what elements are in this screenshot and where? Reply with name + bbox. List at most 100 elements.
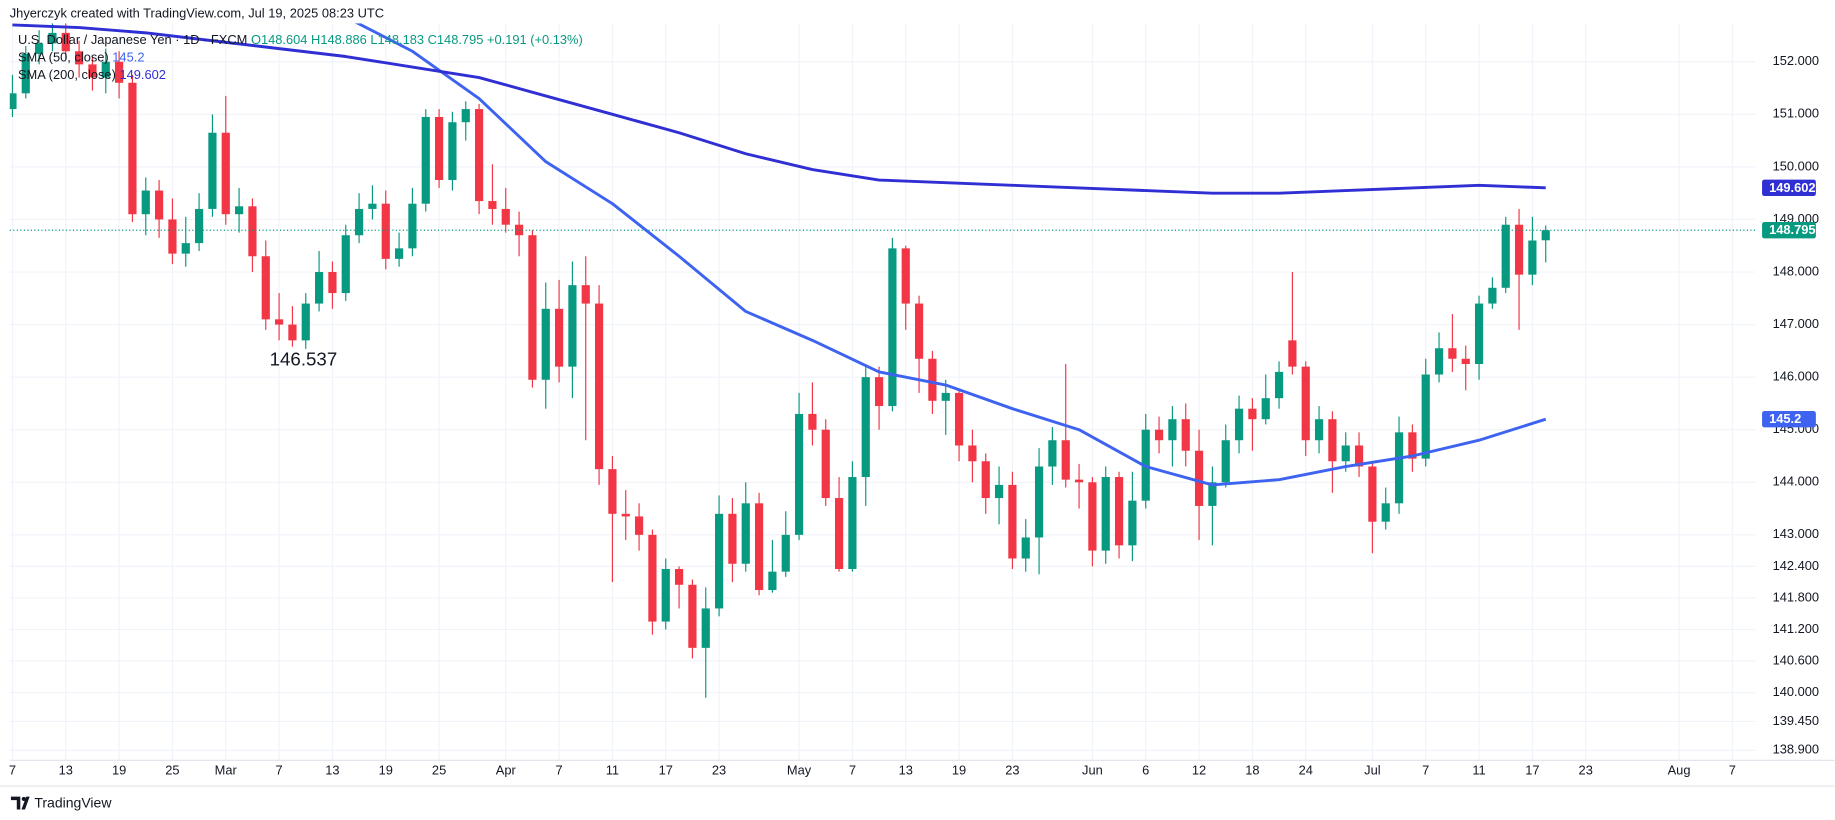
grid <box>9 23 1756 761</box>
candle-body <box>1448 348 1457 359</box>
candle-body <box>1128 500 1137 546</box>
candle-body <box>1434 348 1444 375</box>
sma200-legend: SMA (200, close) 149.602 <box>18 67 166 82</box>
candle-body <box>1248 408 1257 420</box>
candle-body <box>1301 366 1310 441</box>
candle-body <box>208 132 217 209</box>
candle-body <box>954 392 964 446</box>
candle-body <box>648 534 657 622</box>
y-tick-label: 142.400 <box>1773 558 1819 573</box>
candle-body <box>1061 440 1070 480</box>
candle-body <box>701 608 710 648</box>
x-tick-label: 13 <box>899 762 913 777</box>
candle-body <box>421 116 430 204</box>
candle-body <box>674 569 684 585</box>
candle-body <box>408 203 417 249</box>
candle-body <box>128 82 137 215</box>
candle-body <box>101 61 110 78</box>
symbol: U.S. Dollar / Japanese Yen · 1D · FXCM <box>18 32 247 47</box>
candle-body <box>1074 479 1084 483</box>
x-tick-label: 7 <box>1422 762 1429 777</box>
logo-dot <box>21 796 26 802</box>
candle-body <box>1288 340 1297 367</box>
sma50-price-box <box>1762 411 1816 428</box>
candle-body <box>1088 482 1097 551</box>
candle-body <box>1421 374 1430 459</box>
candle-body <box>608 469 617 514</box>
candle-body <box>634 516 644 535</box>
sma200-price-box <box>1762 179 1816 197</box>
y-tick-label: 147.000 <box>1773 316 1819 331</box>
candle-body <box>1274 371 1284 399</box>
candle-body <box>354 208 364 236</box>
candle-body <box>221 132 230 215</box>
candle-body <box>381 203 390 259</box>
candle-body <box>1541 230 1550 241</box>
candle-body <box>754 503 764 591</box>
candle-body <box>581 285 590 304</box>
x-tick-label: 7 <box>276 762 283 777</box>
candle-body <box>21 53 30 94</box>
candle-body <box>528 235 537 380</box>
candle-body <box>461 109 470 123</box>
candle-body <box>874 377 884 407</box>
candle-body <box>994 484 1004 499</box>
candle-body <box>341 235 350 294</box>
candle-body <box>35 43 44 54</box>
x-tick-label: 7 <box>556 762 563 777</box>
candle-body <box>688 584 697 648</box>
series-value: 145.2 <box>112 50 144 65</box>
x-tick-label: 13 <box>59 762 73 777</box>
x-tick-label: 24 <box>1299 762 1313 777</box>
y-tick-label: 144.000 <box>1773 474 1819 489</box>
candle-body <box>1394 432 1404 504</box>
candle-body <box>1168 419 1177 441</box>
x-tick-label: Apr <box>496 762 517 777</box>
candle-body <box>474 109 484 202</box>
candle-body <box>1114 477 1124 546</box>
candle-body <box>768 571 777 591</box>
candle-body <box>88 64 97 78</box>
series-name: SMA (200, close) <box>18 67 116 82</box>
candle-body <box>1221 440 1230 483</box>
x-tick-label: 17 <box>1525 762 1539 777</box>
candle-body <box>1154 429 1164 441</box>
candle-body <box>714 513 724 609</box>
candle-body <box>728 513 737 564</box>
candle-body <box>168 219 177 254</box>
candle-body <box>141 190 150 215</box>
x-tick-label: 11 <box>606 762 619 777</box>
candle-body <box>568 285 577 367</box>
candle-body <box>1181 419 1190 451</box>
candle-body <box>48 32 57 44</box>
candle-body <box>248 206 257 257</box>
candle-body <box>75 51 84 65</box>
candle-body <box>941 392 950 401</box>
x-tick-label: 19 <box>952 762 966 777</box>
logo-text: TradingView <box>34 794 112 810</box>
plot-area <box>9 23 1550 698</box>
y-tick-label: 143.000 <box>1773 526 1819 541</box>
candle-body <box>861 377 870 478</box>
candle-body <box>1194 450 1204 506</box>
x-tick-label: 23 <box>712 762 726 777</box>
candle-body <box>1528 240 1537 275</box>
candle-body <box>541 308 550 380</box>
candle-body <box>235 206 244 215</box>
candle-body <box>1461 358 1470 365</box>
candle-body <box>61 32 70 52</box>
x-tick-label: 25 <box>165 762 179 777</box>
sma50-price-label: 145.2 <box>1769 411 1801 426</box>
x-tick-label: 18 <box>1245 762 1259 777</box>
sma50-legend: SMA (50, close) 145.2 <box>18 50 145 65</box>
candle-body <box>488 201 497 209</box>
x-tick-label: 12 <box>1192 762 1206 777</box>
candle-body <box>1354 445 1364 467</box>
logo: TradingView <box>10 794 112 810</box>
candle-body <box>981 461 990 499</box>
sma-line <box>12 23 1546 195</box>
candle-body <box>195 208 204 244</box>
candle-body <box>848 477 857 570</box>
